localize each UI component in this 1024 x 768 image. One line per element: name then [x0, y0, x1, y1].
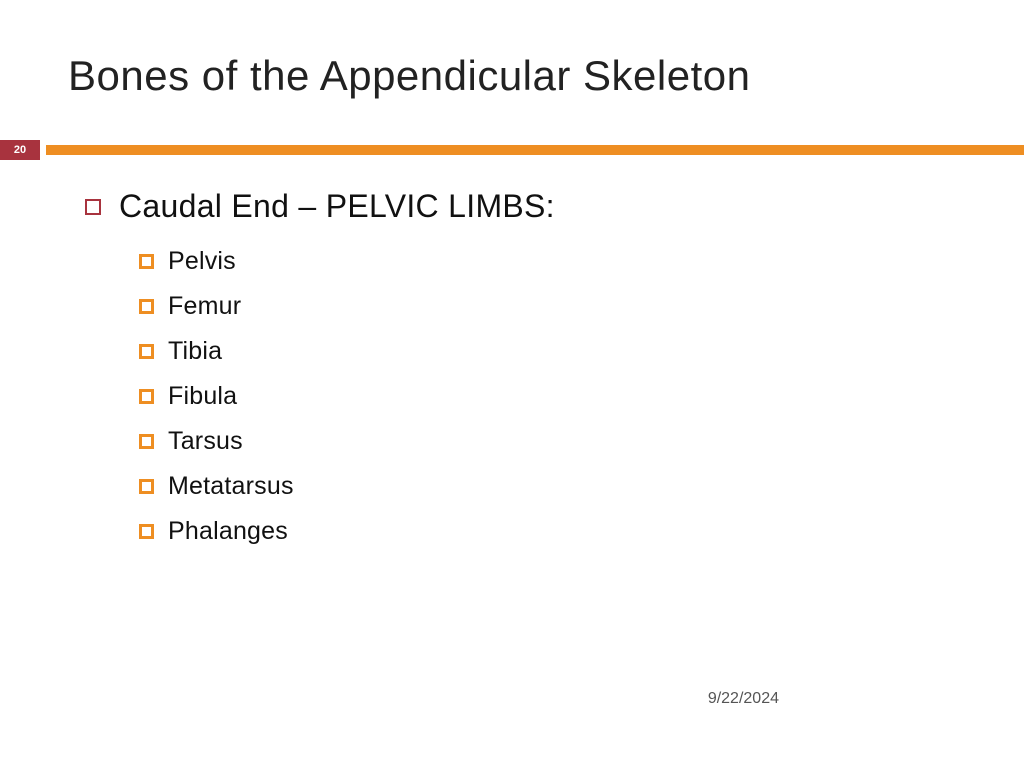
square-bullet-icon	[139, 434, 154, 449]
list-item: Metatarsus	[139, 472, 555, 501]
list-item: Phalanges	[139, 517, 555, 546]
square-bullet-icon	[139, 479, 154, 494]
accent-bar-container: 20	[0, 140, 1024, 160]
footer-date: 9/22/2024	[708, 690, 779, 708]
slide-title: Bones of the Appendicular Skeleton	[68, 52, 750, 100]
list-item: Tibia	[139, 337, 555, 366]
main-bullet-row: Caudal End – PELVIC LIMBS:	[85, 188, 555, 225]
main-bullet-text: Caudal End – PELVIC LIMBS:	[119, 188, 555, 225]
sub-bullet-text: Tarsus	[168, 427, 243, 456]
list-item: Pelvis	[139, 247, 555, 276]
list-item: Fibula	[139, 382, 555, 411]
square-bullet-icon	[139, 299, 154, 314]
sub-bullet-list: Pelvis Femur Tibia Fibula Tarsus Metatar…	[139, 247, 555, 546]
page-number-badge: 20	[0, 140, 40, 160]
sub-bullet-text: Pelvis	[168, 247, 236, 276]
square-bullet-icon	[139, 389, 154, 404]
sub-bullet-text: Metatarsus	[168, 472, 294, 501]
square-bullet-icon	[85, 199, 101, 215]
content-area: Caudal End – PELVIC LIMBS: Pelvis Femur …	[85, 188, 555, 562]
sub-bullet-text: Fibula	[168, 382, 237, 411]
square-bullet-icon	[139, 254, 154, 269]
list-item: Tarsus	[139, 427, 555, 456]
sub-bullet-text: Tibia	[168, 337, 222, 366]
sub-bullet-text: Femur	[168, 292, 241, 321]
square-bullet-icon	[139, 344, 154, 359]
square-bullet-icon	[139, 524, 154, 539]
sub-bullet-text: Phalanges	[168, 517, 288, 546]
list-item: Femur	[139, 292, 555, 321]
accent-bar	[46, 145, 1024, 155]
